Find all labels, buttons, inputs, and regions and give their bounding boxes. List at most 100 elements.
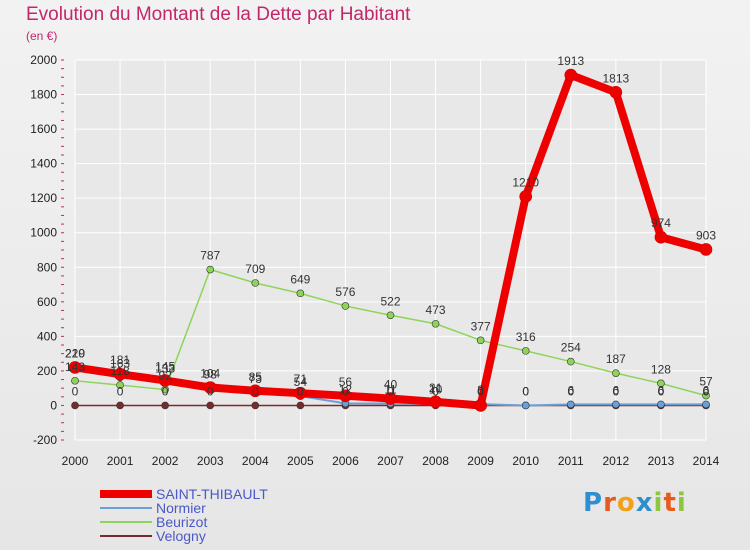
y-tick-label: 2000: [30, 53, 57, 67]
chart-subtitle: (en €): [26, 29, 58, 43]
series-point: [657, 400, 665, 409]
data-label: 133: [155, 361, 175, 375]
series-point: [68, 361, 82, 374]
series-point: [71, 401, 79, 410]
data-label: 54: [294, 375, 308, 389]
data-label: 104: [200, 366, 220, 380]
series-point: [702, 400, 710, 409]
data-label: 0: [477, 384, 484, 398]
data-label: 220: [65, 346, 85, 360]
data-label: 6: [658, 383, 665, 397]
series-point: [566, 357, 575, 366]
data-label: 316: [516, 330, 536, 344]
series-point: [609, 86, 623, 99]
series-point: [206, 265, 215, 274]
data-label: 0: [477, 384, 484, 398]
data-label: 0: [613, 384, 620, 398]
data-label: 10: [429, 383, 443, 397]
series-point: [113, 367, 127, 381]
data-label: 903: [696, 228, 716, 242]
series-point: [71, 376, 79, 385]
data-label: 1913: [557, 54, 584, 68]
data-label: 377: [471, 319, 491, 333]
y-tick-label: 1800: [30, 88, 57, 102]
series-point: [251, 279, 260, 287]
data-label: 576: [335, 285, 355, 299]
y-tick-label: 200: [37, 364, 57, 378]
data-label: 6: [703, 383, 710, 397]
logo-letter: i: [653, 488, 664, 518]
legend-item: Velogny: [100, 529, 206, 543]
logo-letter: x: [635, 488, 654, 518]
series-point: [657, 379, 665, 388]
data-label: 0: [703, 384, 710, 398]
y-tick-label: -200: [33, 433, 57, 447]
data-label: 0: [342, 384, 349, 398]
series-point: [248, 384, 262, 398]
data-label: 181: [110, 353, 130, 367]
series-lines: [68, 68, 713, 412]
logo-letter: P: [583, 488, 604, 518]
series-point: [429, 395, 442, 409]
grid: [74, 59, 707, 441]
data-label: 0: [432, 384, 439, 398]
series-point: [702, 391, 710, 400]
data-label: 143: [65, 360, 85, 374]
data-label: 73: [249, 372, 263, 386]
series-point: [654, 230, 668, 244]
series-point: [296, 289, 305, 298]
data-label: 0: [658, 384, 665, 398]
x-tick-label: 2012: [603, 454, 630, 468]
series-point: [431, 319, 440, 328]
y-tick-label: 1400: [30, 157, 57, 171]
data-label: 98: [204, 368, 218, 382]
series-point: [521, 401, 530, 410]
logo-letter: r: [603, 488, 617, 518]
logo-letter: i: [676, 488, 687, 518]
y-tick-label: 1000: [30, 226, 57, 240]
series-point: [386, 311, 395, 320]
proxiti-logo: Proxiti: [583, 488, 687, 518]
series-point: [296, 401, 305, 410]
y-tick-label: 400: [37, 329, 57, 343]
x-tick-label: 2014: [693, 454, 720, 468]
legend-swatch: [100, 521, 152, 523]
series-point: [341, 302, 350, 310]
x-tick-label: 2008: [422, 454, 449, 468]
legend-swatch: [100, 507, 152, 509]
data-label: 11: [384, 383, 397, 397]
x-tick-label: 2005: [287, 454, 314, 468]
y-tick-label: 800: [37, 260, 57, 274]
data-label: 128: [651, 362, 671, 376]
logo-letter: o: [616, 488, 636, 518]
data-label: 974: [651, 216, 671, 230]
series-point: [116, 381, 124, 389]
data-label: 85: [249, 370, 263, 384]
x-tick-label: 2009: [467, 454, 494, 468]
logo-letter: t: [663, 488, 677, 518]
data-label: 21: [429, 381, 443, 395]
series-point: [612, 400, 620, 409]
data-label: 40: [384, 378, 398, 392]
legend-label: Normier: [156, 500, 206, 516]
data-label: 6: [567, 383, 574, 397]
data-label: 649: [290, 272, 310, 286]
data-label: 71: [294, 372, 308, 386]
legend-item: SAINT-THIBAULT: [100, 487, 268, 501]
data-label: 57: [699, 375, 713, 389]
data-label: 0: [297, 384, 304, 398]
series-point: [251, 401, 260, 410]
data-label: 0: [72, 384, 79, 398]
data-label: 187: [606, 352, 626, 366]
series-point: [294, 386, 307, 400]
data-label: 0: [252, 384, 259, 398]
legend-item: Normier: [100, 501, 206, 515]
series-point: [206, 401, 215, 410]
series-point: [161, 401, 169, 410]
x-tick-label: 2011: [558, 454, 584, 468]
data-label: 163: [110, 356, 130, 370]
x-tick-label: 2003: [197, 454, 224, 468]
data-label: 12: [339, 382, 353, 396]
